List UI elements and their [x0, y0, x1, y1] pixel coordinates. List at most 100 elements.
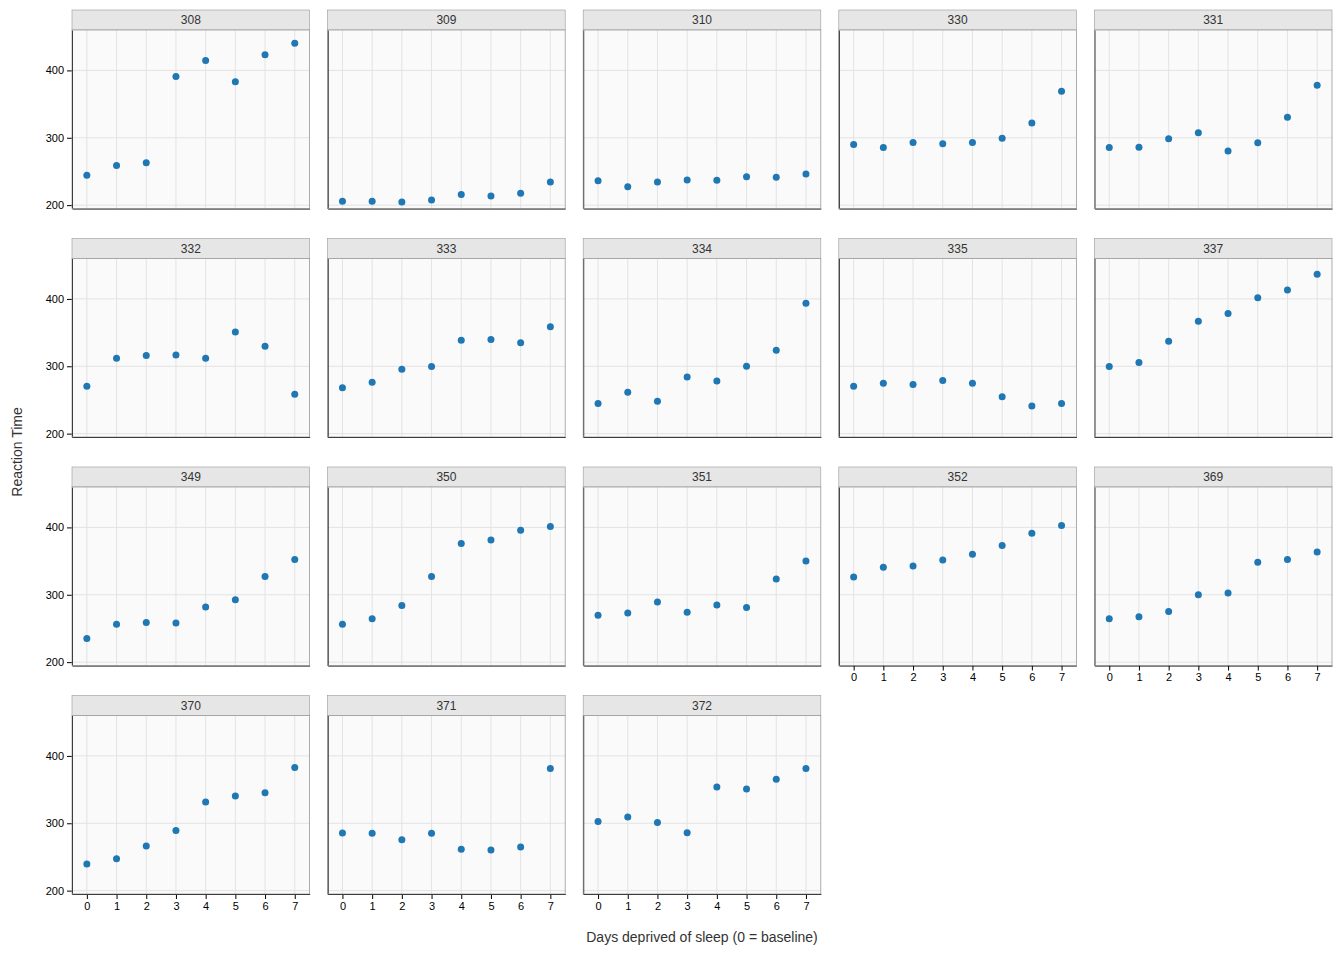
x-tick-mark: [943, 666, 944, 671]
point: [339, 384, 346, 391]
x-tick-label: 3: [685, 900, 691, 912]
grid: [328, 716, 566, 895]
x-tick: 3: [940, 666, 946, 684]
point: [428, 363, 435, 370]
x-tick: 1: [881, 666, 887, 684]
plot-background: [839, 259, 1077, 438]
point: [802, 170, 809, 177]
point: [172, 351, 179, 358]
point: [773, 347, 780, 354]
grid-line-y: [328, 527, 566, 528]
points: [339, 523, 554, 628]
point: [684, 609, 691, 616]
point: [910, 381, 917, 388]
point: [850, 383, 857, 390]
grid-line-y: [328, 594, 566, 595]
x-tick-mark: [342, 894, 343, 899]
x-tick-mark: [402, 894, 403, 899]
point: [517, 527, 524, 534]
x-tick-label: 5: [233, 900, 239, 912]
y-tick-label: 300: [46, 817, 64, 829]
grid-line-y: [1094, 137, 1332, 138]
facet-label: 350: [436, 470, 456, 484]
x-tick: 2: [1166, 666, 1172, 684]
x-tick-mark: [521, 894, 522, 899]
point: [262, 789, 269, 796]
point: [1058, 88, 1065, 95]
point: [595, 818, 602, 825]
points: [1106, 82, 1321, 155]
grid-line-x: [431, 716, 432, 895]
x-tick-mark: [1287, 666, 1288, 671]
grid-line-x: [657, 487, 658, 666]
point: [398, 602, 405, 609]
point: [880, 144, 887, 151]
grid-line-y: [328, 823, 566, 824]
x-tick: 4: [203, 894, 209, 912]
y-tick-label: 400: [46, 750, 64, 762]
grid-line-y: [72, 890, 310, 891]
plot-area: [328, 487, 566, 666]
point: [969, 139, 976, 146]
facet-label: 332: [181, 242, 201, 256]
x-tick: 1: [370, 894, 376, 912]
grid-line-x: [883, 30, 884, 209]
facet-panel: 308200300400: [46, 10, 310, 211]
point: [880, 380, 887, 387]
x-tick: 6: [262, 894, 268, 912]
grid-line-x: [805, 716, 806, 895]
facet-label: 333: [436, 242, 456, 256]
x-tick: 4: [714, 894, 720, 912]
x-tick: 5: [233, 894, 239, 912]
point: [428, 830, 435, 837]
x-tick-mark: [372, 894, 373, 899]
grid-line-x: [776, 716, 777, 895]
point: [624, 814, 631, 821]
point: [743, 604, 750, 611]
plot-area: 200300400: [46, 487, 310, 668]
y-tick: 400: [46, 64, 72, 76]
point: [1028, 403, 1035, 410]
point: [1225, 310, 1232, 317]
grid-line-y: [583, 594, 821, 595]
point: [1106, 144, 1113, 151]
grid-line-x: [657, 259, 658, 438]
x-tick: 2: [144, 894, 150, 912]
grid-line-x: [1138, 259, 1139, 438]
y-tick-label: 300: [46, 589, 64, 601]
grid-line-x: [716, 716, 717, 895]
grid-line-x: [146, 487, 147, 666]
x-tick-label: 7: [548, 900, 554, 912]
y-axis-title: Reaction Time: [9, 407, 25, 497]
grid-line-y: [583, 890, 821, 891]
point: [880, 564, 887, 571]
grid-line-y: [583, 137, 821, 138]
plot-area: 200300400: [46, 30, 310, 211]
grid-line-x: [550, 259, 551, 438]
x-tick-mark: [87, 894, 88, 899]
point: [1165, 135, 1172, 142]
x-tick-mark: [235, 894, 236, 899]
grid-line-x: [461, 30, 462, 209]
chart: 3082003004003093103303313322003004003333…: [0, 0, 1344, 960]
x-tick-mark: [432, 894, 433, 899]
x-tick-mark: [1317, 666, 1318, 671]
x-tick-label: 3: [429, 900, 435, 912]
y-tick-mark: [67, 434, 72, 435]
point: [1028, 530, 1035, 537]
facet-label: 330: [948, 13, 968, 27]
point: [202, 57, 209, 64]
x-tick-label: 3: [940, 671, 946, 683]
grid-line-x: [913, 30, 914, 209]
grid-line-y: [1094, 70, 1332, 71]
x-tick-label: 4: [203, 900, 209, 912]
grid: [583, 487, 821, 666]
point: [517, 843, 524, 850]
grid-line-x: [342, 30, 343, 209]
grid-line-x: [687, 716, 688, 895]
plot-background: [1094, 30, 1332, 209]
grid-line-y: [72, 594, 310, 595]
point: [202, 798, 209, 805]
grid-line-y: [72, 70, 310, 71]
y-tick: 300: [46, 360, 72, 372]
